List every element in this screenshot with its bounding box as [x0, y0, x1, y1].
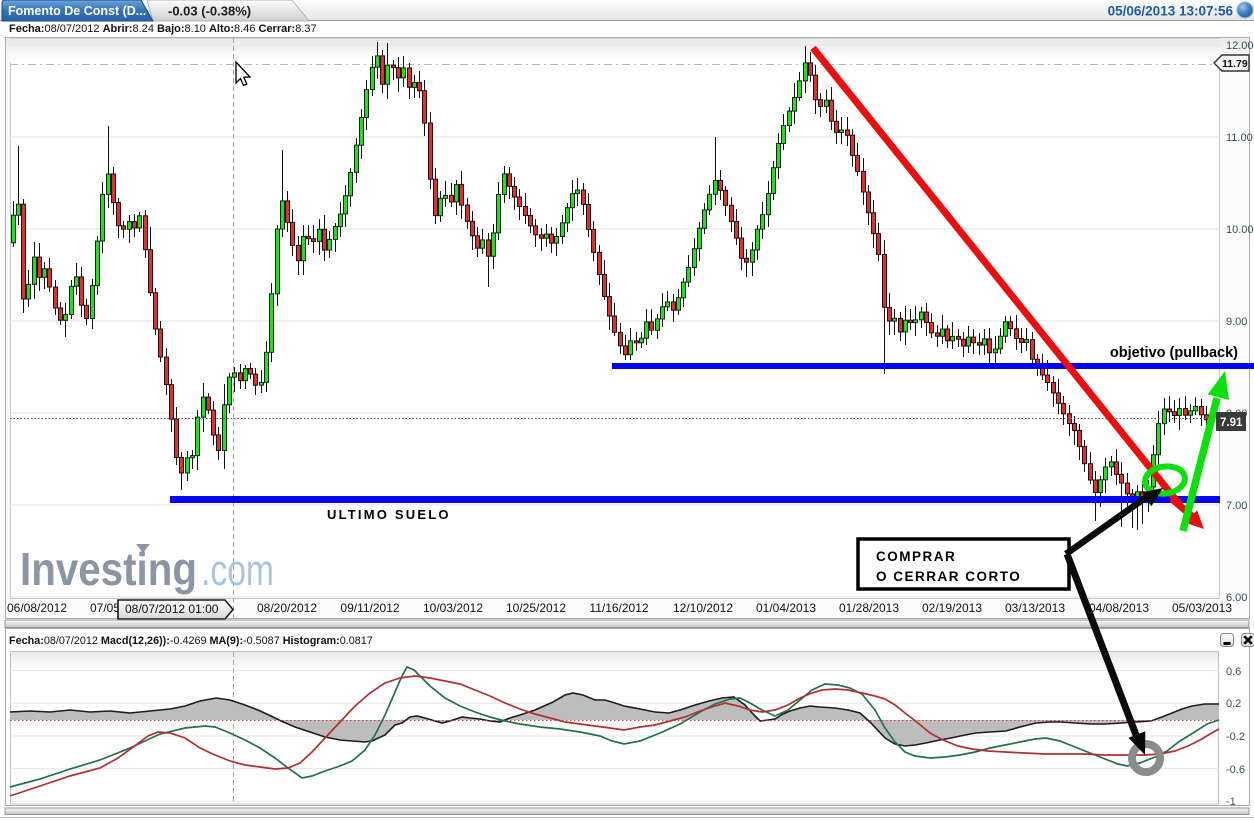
svg-text:04/08/2013: 04/08/2013 — [1089, 601, 1149, 615]
svg-text:7.00: 7.00 — [1226, 500, 1247, 512]
svg-text:ULTIMO SUELO: ULTIMO SUELO — [327, 507, 451, 522]
svg-text:09/11/2012: 09/11/2012 — [340, 601, 399, 615]
svg-text:01/04/2013: 01/04/2013 — [756, 601, 816, 615]
svg-text:11/16/2012: 11/16/2012 — [589, 601, 648, 615]
svg-text:Fecha:08/07/2012 Macd(12,26)):: Fecha:08/07/2012 Macd(12,26)):-0.4269 MA… — [9, 635, 373, 647]
svg-text:12/10/2012: 12/10/2012 — [673, 601, 733, 615]
svg-text:06/08/2012: 06/08/2012 — [7, 601, 67, 615]
svg-text:03/13/2013: 03/13/2013 — [1005, 601, 1065, 615]
svg-text:O CERRAR CORTO: O CERRAR CORTO — [876, 569, 1021, 584]
svg-text:objetivo (pullback): objetivo (pullback) — [1110, 345, 1238, 361]
svg-text:-1: -1 — [1226, 796, 1236, 808]
svg-text:08/07/2012 01:00: 08/07/2012 01:00 — [125, 602, 219, 616]
svg-text:-0.6: -0.6 — [1226, 764, 1245, 776]
svg-text:0.6: 0.6 — [1226, 666, 1241, 678]
svg-text:11.79: 11.79 — [1222, 58, 1248, 70]
svg-text:12.00: 12.00 — [1226, 40, 1254, 52]
svg-text:-0.2: -0.2 — [1226, 731, 1245, 743]
svg-text:.com: .com — [201, 546, 274, 595]
svg-text:0.2: 0.2 — [1226, 698, 1241, 710]
svg-text:Investing: Investing — [20, 543, 197, 595]
svg-text:11.00: 11.00 — [1226, 132, 1253, 144]
svg-text:10/03/2012: 10/03/2012 — [423, 601, 483, 615]
svg-text:7.91: 7.91 — [1220, 417, 1243, 429]
svg-text:COMPRAR: COMPRAR — [876, 549, 956, 564]
svg-text:05/03/2013: 05/03/2013 — [1172, 601, 1232, 615]
svg-text:10.00: 10.00 — [1226, 224, 1254, 236]
svg-text:Fomento De Const (D...: Fomento De Const (D... — [8, 4, 146, 18]
svg-text:02/19/2013: 02/19/2013 — [922, 601, 982, 615]
svg-text:9.00: 9.00 — [1226, 316, 1247, 328]
svg-text:Fecha:08/07/2012 Abrir:8.24 Ba: Fecha:08/07/2012 Abrir:8.24 Bajo:8.10 Al… — [9, 23, 317, 35]
svg-text:6.00: 6.00 — [1226, 592, 1247, 604]
svg-text:-0.03 (-0.38%): -0.03 (-0.38%) — [168, 4, 251, 19]
svg-text:05/06/2013 13:07:56: 05/06/2013 13:07:56 — [1108, 4, 1234, 19]
svg-text:01/28/2013: 01/28/2013 — [839, 601, 899, 615]
svg-text:08/20/2012: 08/20/2012 — [257, 601, 317, 615]
svg-text:10/25/2012: 10/25/2012 — [506, 601, 566, 615]
